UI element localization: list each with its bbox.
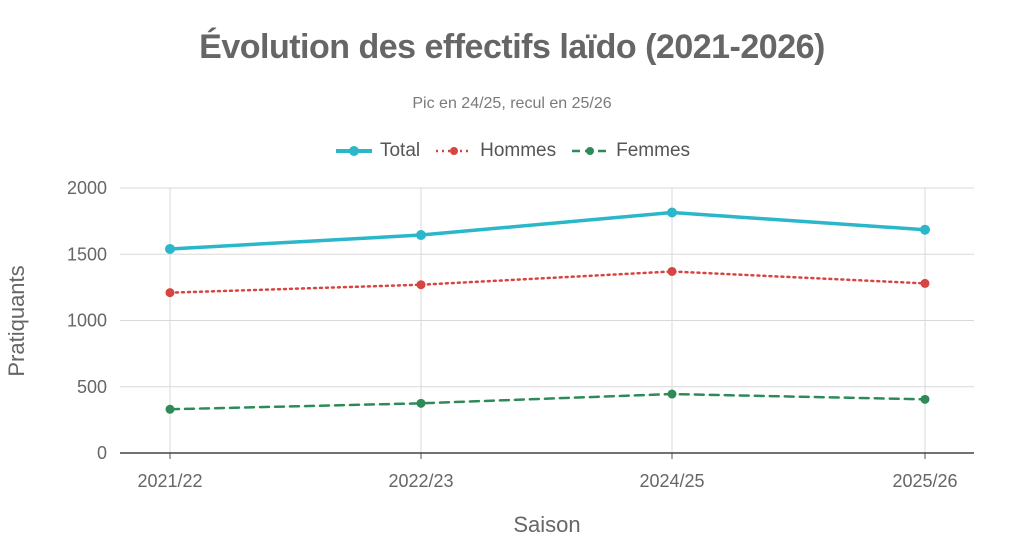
data-point-hommes[interactable] — [920, 278, 930, 288]
x-axis-title: Saison — [513, 512, 580, 537]
chart-title: Évolution des effectifs laïdo (2021-2026… — [199, 28, 825, 66]
data-point-femmes[interactable] — [920, 394, 930, 404]
x-tick-label: 2021/22 — [137, 471, 202, 491]
legend: Total Hommes Femmes — [0, 140, 1024, 162]
legend-label-femmes: Femmes — [616, 140, 691, 161]
data-point-total[interactable] — [165, 243, 175, 254]
legend-swatch-femmes — [572, 147, 609, 155]
legend-item-total[interactable]: Total — [334, 140, 420, 162]
y-tick-label: 0 — [97, 443, 107, 463]
axes: 0 500 1000 1500 2000 2021/22 2022/23 2024/25 202… — [67, 178, 974, 491]
series-line-total[interactable] — [168, 210, 927, 251]
data-point-hommes[interactable] — [416, 280, 426, 290]
x-tick-label: 2025/26 — [892, 471, 957, 491]
y-tick-label: 1500 — [67, 244, 107, 264]
y-tick-label: 2000 — [67, 178, 107, 198]
data-point-hommes[interactable] — [667, 266, 677, 276]
data-point-femmes[interactable] — [416, 398, 426, 408]
series-line-femmes[interactable] — [168, 392, 927, 411]
data-point-total[interactable] — [667, 207, 677, 218]
data-point-total[interactable] — [920, 224, 930, 235]
x-tick-label: 2022/23 — [388, 471, 453, 491]
legend-swatch-hommes — [436, 147, 473, 155]
legend-label-hommes: Hommes — [480, 140, 557, 161]
y-tick-label: 500 — [77, 377, 107, 397]
chart-subtitle: Pic en 24/25, recul en 25/26 — [412, 95, 612, 112]
data-point-femmes[interactable] — [165, 404, 175, 414]
y-axis-title: Pratiquants — [4, 265, 29, 376]
data-point-hommes[interactable] — [165, 288, 175, 298]
legend-swatch-total — [335, 146, 372, 156]
legend-label-total: Total — [379, 140, 421, 161]
series-layer — [165, 207, 930, 414]
legend-item-hommes[interactable]: Hommes — [434, 140, 556, 162]
legend-item-femmes[interactable]: Femmes — [570, 140, 690, 162]
x-tick-label: 2024/25 — [639, 471, 704, 491]
data-point-total[interactable] — [416, 230, 426, 241]
y-tick-label: 1000 — [67, 311, 107, 331]
data-point-femmes[interactable] — [667, 389, 677, 399]
series-line-hommes[interactable] — [168, 270, 927, 294]
grid — [120, 187, 974, 453]
